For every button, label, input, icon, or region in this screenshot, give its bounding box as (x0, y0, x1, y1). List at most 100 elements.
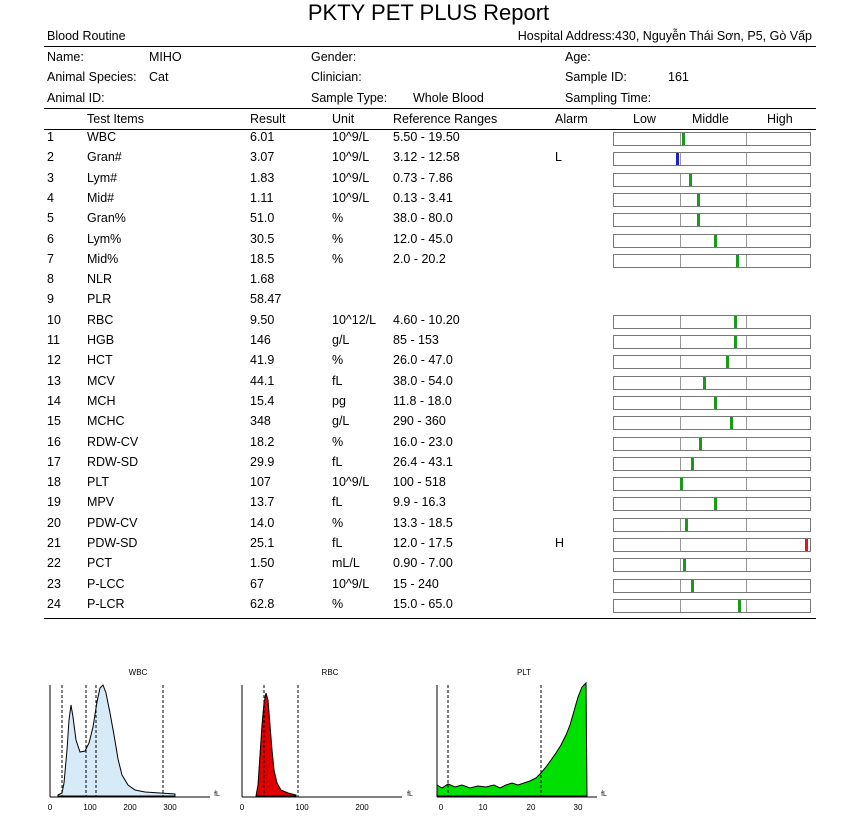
range-gauge (613, 395, 811, 410)
result-value: 25.1 (250, 536, 275, 550)
gauge-divider (680, 173, 681, 186)
unit: % (332, 596, 344, 611)
test-item: Mid# (87, 190, 115, 205)
table-row: 24 P-LCR 62.8% 15.0 - 65.0 (0, 597, 857, 617)
test-item: Lym# (87, 170, 118, 185)
table-row: 16 RDW-CV 18.2% 16.0 - 23.0 (0, 435, 857, 455)
unit: 10^9/L (332, 576, 370, 591)
test-item: MCV (87, 373, 115, 388)
range-gauge (613, 558, 811, 573)
gender-label: Gender: (311, 50, 357, 64)
range-gauge (613, 436, 811, 451)
header-high: High (767, 112, 793, 126)
test-item: HGB (87, 333, 115, 347)
wbc-tick-200: 200 (123, 803, 137, 812)
result-value: 67 (250, 576, 264, 591)
result-value: 9.50 (250, 312, 275, 327)
table-row: 23 P-LCC 67 10^9/L 15 - 240 (0, 577, 857, 597)
wbc-tick-0: 0 (48, 803, 53, 812)
unit: 10^9/L (332, 475, 370, 490)
gauge-marker (714, 396, 717, 409)
gauge-divider (680, 315, 681, 328)
alarm-flag: L (555, 150, 562, 165)
unit: g/L (332, 414, 350, 429)
gauge-marker (697, 193, 700, 206)
gauge-marker (682, 133, 685, 145)
gauge-marker (738, 599, 741, 612)
gauge-divider (680, 234, 681, 247)
reference-range: 13.3 - 18.5 (393, 515, 453, 530)
rbc-tick-100: 100 (295, 803, 309, 812)
plt-histogram-title: PLT (517, 668, 531, 677)
range-gauge (613, 233, 811, 248)
sample-type-label: Sample Type: (311, 91, 388, 105)
plt-curve (436, 681, 588, 797)
result-value: 146 (250, 333, 271, 347)
table-row: 21 PDW-SD 25.1 fL 12.0 - 17.5 H (0, 536, 857, 556)
unit: 10^9/L (332, 130, 370, 144)
table-row: 6 Lym% 30.5% 12.0 - 45.0 (0, 232, 857, 252)
gauge-marker (726, 356, 729, 369)
range-gauge (613, 132, 811, 146)
table-header-divider (44, 129, 816, 130)
gauge-divider (680, 396, 681, 409)
rbc-curve (255, 692, 297, 797)
range-gauge (613, 497, 811, 512)
test-item: Lym% (87, 231, 122, 246)
unit: 10^9/L (332, 150, 370, 165)
species-value: Cat (149, 70, 169, 84)
unit: % (332, 515, 344, 530)
table-header: Test Items Result Unit Reference Ranges … (0, 112, 857, 132)
sample-id-label: Sample ID: (565, 70, 627, 84)
range-gauge (613, 538, 811, 552)
gauge-divider (680, 336, 681, 348)
row-number: 12 (47, 353, 61, 368)
report-title: PKTY PET PLUS Report (307, 0, 550, 25)
wbc-curve (57, 684, 176, 797)
result-value: 44.1 (250, 373, 275, 388)
table-row: 17 RDW-SD 29.9 fL 26.4 - 43.1 (0, 455, 857, 475)
test-item: P-LCR (87, 596, 125, 611)
row-number: 22 (47, 556, 61, 571)
gauge-marker (714, 498, 717, 511)
reference-range: 16.0 - 23.0 (393, 434, 453, 449)
gauge-divider (746, 234, 747, 247)
header-middle: Middle (692, 112, 729, 126)
test-item: P-LCC (87, 576, 125, 591)
test-item: MCH (87, 393, 116, 408)
wbc-unit: fL (214, 791, 220, 798)
hospital-address: Hospital Address:430, Nguyễn Thái Sơn, P… (517, 29, 812, 43)
result-value: 58.47 (250, 292, 282, 307)
range-gauge (613, 213, 811, 228)
row-number: 14 (47, 393, 61, 408)
gauge-marker (736, 254, 739, 267)
table-row: 14 MCH 15.4 pg 11.8 - 18.0 (0, 394, 857, 414)
table-bottom-divider (44, 618, 816, 620)
rbc-tick-0: 0 (240, 803, 245, 812)
reference-range: 26.4 - 43.1 (393, 454, 453, 469)
table-row: 20 PDW-CV 14.0% 13.3 - 18.5 (0, 516, 857, 536)
result-value: 107 (250, 475, 271, 490)
gauge-marker (734, 315, 737, 328)
unit: % (332, 353, 344, 368)
test-item: NLR (87, 272, 113, 287)
gauge-divider (746, 315, 747, 328)
gauge-marker (680, 478, 683, 491)
test-item: RDW-SD (87, 454, 139, 469)
test-item: MCHC (87, 414, 125, 429)
row-number: 24 (47, 596, 61, 611)
table-row: 18 PLT 107 10^9/L 100 - 518 (0, 475, 857, 495)
plt-tick-30: 30 (574, 803, 583, 812)
gauge-divider (746, 518, 747, 531)
gauge-marker (699, 437, 702, 450)
row-number: 11 (47, 333, 60, 347)
unit: % (332, 434, 344, 449)
gauge-divider (746, 599, 747, 612)
gauge-marker (685, 518, 688, 531)
header-result: Result (250, 112, 286, 126)
table-row: 3 Lym# 1.83 10^9/L 0.73 - 7.86 (0, 171, 857, 191)
unit: fL (332, 373, 343, 388)
gauge-divider (746, 254, 747, 267)
unit: pg (332, 393, 346, 408)
table-row: 22 PCT 1.50 mL/L 0.90 - 7.00 (0, 556, 857, 576)
